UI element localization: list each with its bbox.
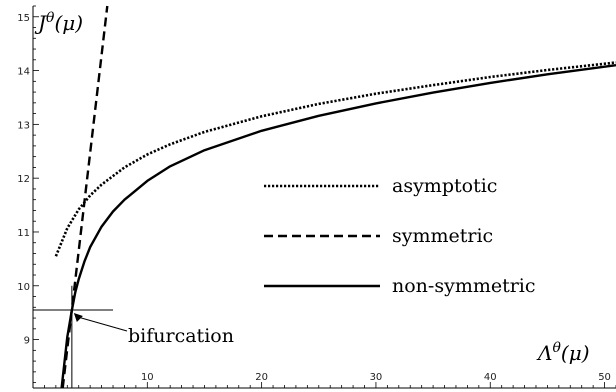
x-tick-label: 50 <box>598 372 611 383</box>
annotations: bifurcation <box>73 312 234 347</box>
y-tick-label: 12 <box>17 174 30 185</box>
series-group <box>54 5 616 388</box>
x-axis-title: Λθ(μ) <box>536 340 590 365</box>
y-tick-label: 11 <box>17 228 30 239</box>
annotation-arrow-line <box>77 316 128 332</box>
x-tick-label: 40 <box>484 372 497 383</box>
y-axis-title: Jθ(μ) <box>34 10 83 35</box>
series-line-asymptotic <box>54 61 616 257</box>
series-line-non-symmetric <box>60 64 616 388</box>
y-tick-label: 13 <box>17 120 30 131</box>
x-tick-label: 10 <box>141 372 154 383</box>
y-tick-label: 9 <box>24 336 30 347</box>
annotation-arrow-head <box>73 312 83 322</box>
y-tick-label: 14 <box>17 67 30 78</box>
legend-label-symmetric: symmetric <box>392 225 493 247</box>
y-tick-label: 15 <box>17 13 30 24</box>
y-tick-label: 10 <box>17 282 30 293</box>
legend-label-asymptotic: asymptotic <box>392 175 497 197</box>
annotation-label: bifurcation <box>128 325 234 347</box>
legend-label-non-symmetric: non-symmetric <box>392 275 536 297</box>
x-tick-label: 30 <box>370 372 383 383</box>
legend: asymptotic symmetric non-symmetric <box>264 175 536 297</box>
x-tick-label: 20 <box>255 372 268 383</box>
axes: 10 20 30 40 50 9 10 11 12 13 14 15 <box>17 5 616 389</box>
